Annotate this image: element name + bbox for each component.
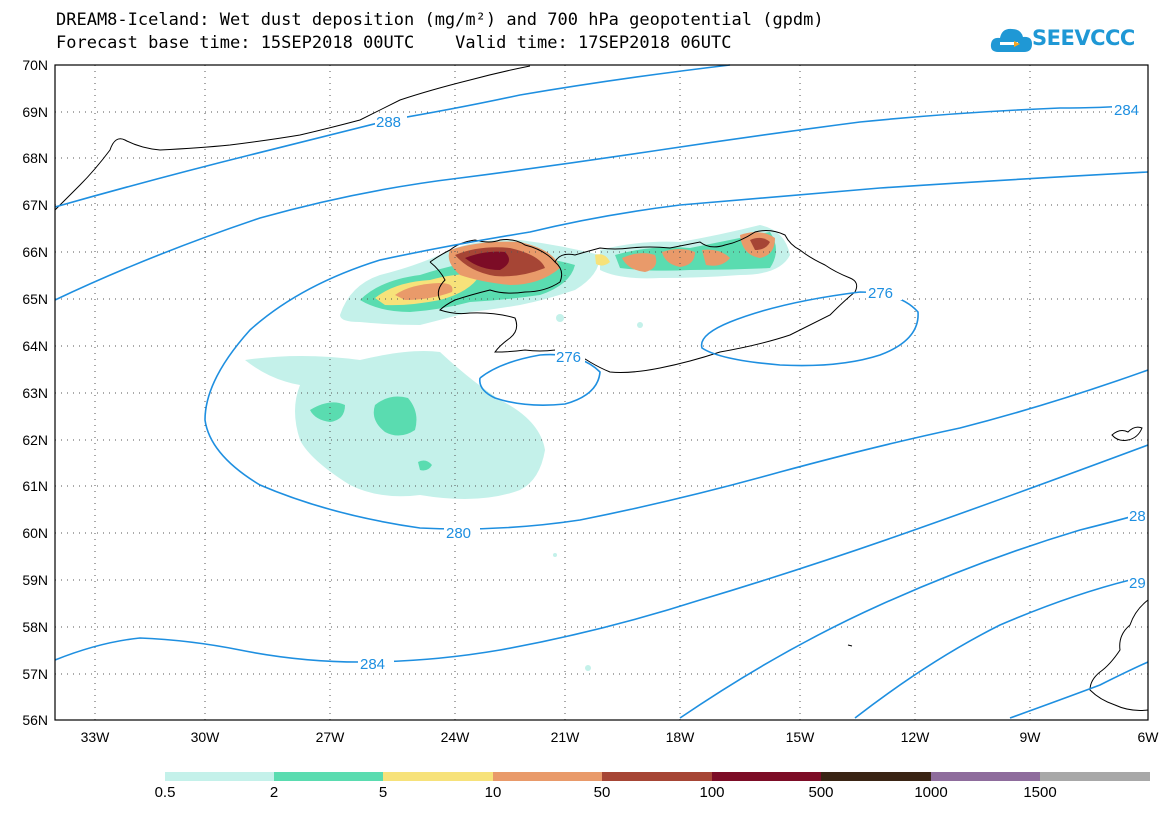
contour-label: 276: [868, 285, 893, 302]
contour-label: 276: [556, 349, 581, 366]
contour-label: 29: [1129, 575, 1146, 592]
lat-label: 57N: [22, 666, 48, 682]
seevccc-logo: SEEVCCC: [990, 20, 1160, 60]
title-line-2: Forecast base time: 15SEP2018 00UTC Vali…: [56, 33, 732, 53]
legend-label: 10: [484, 784, 502, 801]
legend-swatch: [712, 772, 821, 781]
westfjords-coast: [429, 261, 446, 301]
legend-label: 100: [699, 784, 725, 801]
legend-label: 50: [593, 784, 611, 801]
greenland-coast: [54, 65, 531, 211]
legend-swatch: [602, 772, 712, 781]
contour-280: [204, 171, 1149, 530]
lon-label: 9W: [1020, 729, 1042, 745]
lat-label: 64N: [22, 338, 48, 354]
lon-label: 24W: [441, 729, 471, 745]
legend-label: 0.5: [154, 784, 176, 801]
lon-label: 27W: [316, 729, 346, 745]
lat-label: 66N: [22, 244, 48, 260]
legend-colorbar: [165, 772, 1150, 781]
contour-label: 284: [1114, 102, 1139, 119]
legend-swatch: [165, 772, 274, 781]
contour-288-south: [679, 511, 1149, 719]
contour-label: 284: [360, 656, 385, 673]
legend-label: 5: [378, 784, 388, 801]
lat-label: 58N: [22, 619, 48, 635]
contour-276-east: [700, 291, 919, 367]
contour-284-north: [54, 104, 1149, 301]
legend-label: 1500: [1023, 784, 1057, 801]
contour-296: [1009, 661, 1149, 719]
dust-deposition-field: [245, 225, 790, 671]
map-frame: [54, 64, 1149, 721]
logo-text: SEEVCCC: [1032, 26, 1135, 50]
lat-label: 63N: [22, 385, 48, 401]
lon-label: 30W: [191, 729, 221, 745]
lat-label: 60N: [22, 525, 48, 541]
title-line-1: DREAM8-Iceland: Wet dust deposition (mg/…: [56, 10, 824, 30]
legend-swatch: [821, 772, 931, 781]
contour-288: [54, 64, 731, 208]
legend-swatch: [274, 772, 383, 781]
lon-label: 18W: [666, 729, 696, 745]
lat-label: 56N: [22, 712, 48, 728]
lat-label: 68N: [22, 150, 48, 166]
legend-swatch: [493, 772, 602, 781]
contour-276-west: [478, 353, 601, 406]
lat-label: 69N: [22, 104, 48, 120]
iceland-coast: [429, 230, 858, 373]
lon-label: 12W: [901, 729, 931, 745]
legend-label: 1000: [914, 784, 948, 801]
lat-label: 70N: [22, 57, 48, 73]
legend-label: 500: [808, 784, 834, 801]
lat-label: 65N: [22, 291, 48, 307]
geopotential-contours: [54, 64, 1149, 719]
cloud-icon: [990, 28, 1032, 52]
lon-label: 33W: [81, 729, 111, 745]
lon-label: 21W: [551, 729, 581, 745]
lat-label: 61N: [22, 478, 48, 494]
coastlines: [54, 65, 1149, 711]
lat-label: 59N: [22, 572, 48, 588]
legend-swatch: [1040, 772, 1150, 781]
legend-swatch: [383, 772, 493, 781]
lon-label: 6W: [1138, 729, 1160, 745]
lat-label: 62N: [22, 432, 48, 448]
lon-label: 15W: [786, 729, 816, 745]
contour-label: 280: [446, 525, 471, 542]
contour-label: 288: [376, 114, 401, 131]
contour-label: 28: [1129, 508, 1146, 525]
legend-swatch: [931, 772, 1040, 781]
legend-label: 2: [269, 784, 279, 801]
lat-label: 67N: [22, 197, 48, 213]
faroe-coast: [1111, 426, 1143, 441]
scotland-coast: [1089, 599, 1149, 711]
contour-284-south: [54, 444, 1149, 663]
